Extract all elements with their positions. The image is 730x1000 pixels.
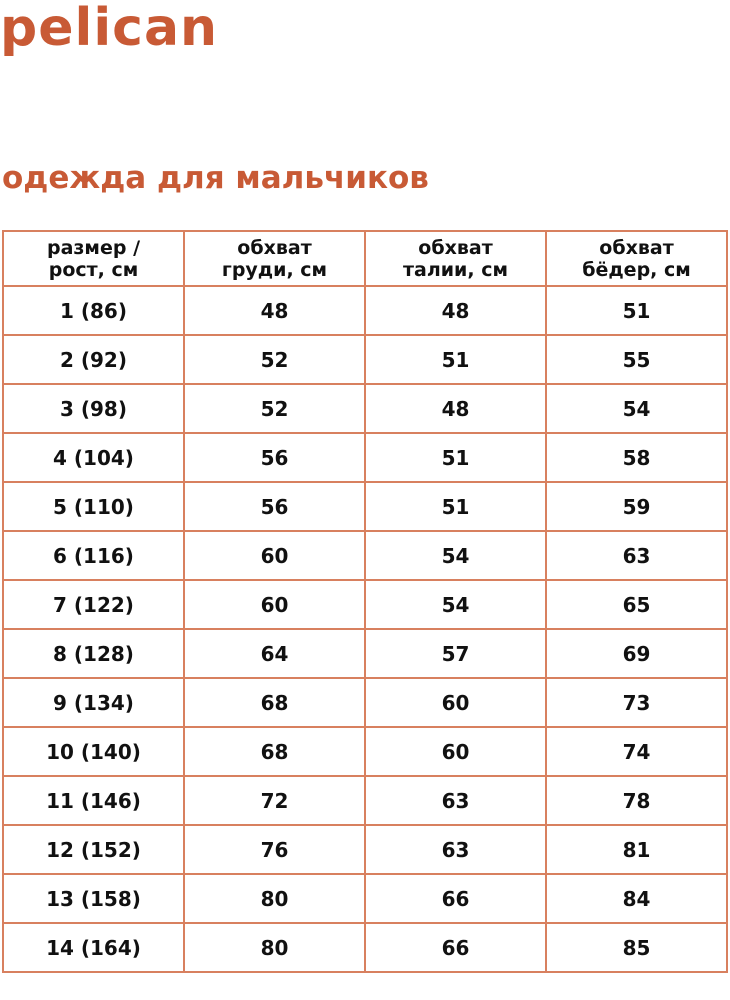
table-row: 8 (128) 64 57 69 — [2, 628, 728, 679]
cell-chest: 48 — [183, 285, 366, 336]
cell-size: 9 (134) — [2, 677, 185, 728]
cell-hips: 81 — [545, 824, 728, 875]
cell-hips: 84 — [545, 873, 728, 924]
header-line: обхват — [418, 236, 493, 259]
table-row: 6 (116) 60 54 63 — [2, 530, 728, 581]
cell-chest: 60 — [183, 579, 366, 630]
table-row: 14 (164) 80 66 85 — [2, 922, 728, 973]
cell-chest: 72 — [183, 775, 366, 826]
cell-hips: 58 — [545, 432, 728, 483]
header-line: обхват — [599, 236, 674, 259]
cell-size: 12 (152) — [2, 824, 185, 875]
table-row: 10 (140) 68 60 74 — [2, 726, 728, 777]
cell-waist: 51 — [364, 432, 547, 483]
cell-size: 8 (128) — [2, 628, 185, 679]
table-row: 2 (92) 52 51 55 — [2, 334, 728, 385]
cell-hips: 55 — [545, 334, 728, 385]
cell-waist: 48 — [364, 285, 547, 336]
table-row: 7 (122) 60 54 65 — [2, 579, 728, 630]
size-chart-table: размер / рост, см обхват груди, см обхват тал… — [2, 230, 728, 973]
cell-waist: 66 — [364, 873, 547, 924]
cell-hips: 59 — [545, 481, 728, 532]
cell-chest: 64 — [183, 628, 366, 679]
header-hips: обхват бёдер, см — [545, 230, 728, 287]
cell-hips: 69 — [545, 628, 728, 679]
table-row: 11 (146) 72 63 78 — [2, 775, 728, 826]
cell-hips: 85 — [545, 922, 728, 973]
cell-hips: 78 — [545, 775, 728, 826]
cell-chest: 52 — [183, 383, 366, 434]
cell-size: 3 (98) — [2, 383, 185, 434]
header-line: бёдер, см — [582, 258, 691, 281]
cell-waist: 48 — [364, 383, 547, 434]
cell-hips: 51 — [545, 285, 728, 336]
cell-chest: 60 — [183, 530, 366, 581]
cell-size: 7 (122) — [2, 579, 185, 630]
cell-size: 10 (140) — [2, 726, 185, 777]
table-row: 5 (110) 56 51 59 — [2, 481, 728, 532]
cell-hips: 74 — [545, 726, 728, 777]
table-row: 1 (86) 48 48 51 — [2, 285, 728, 336]
cell-waist: 51 — [364, 481, 547, 532]
header-line: обхват — [237, 236, 312, 259]
cell-hips: 73 — [545, 677, 728, 728]
cell-chest: 76 — [183, 824, 366, 875]
cell-size: 1 (86) — [2, 285, 185, 336]
cell-size: 11 (146) — [2, 775, 185, 826]
header-chest: обхват груди, см — [183, 230, 366, 287]
header-line: размер / — [46, 236, 141, 259]
cell-waist: 63 — [364, 824, 547, 875]
cell-waist: 54 — [364, 579, 547, 630]
cell-size: 4 (104) — [2, 432, 185, 483]
cell-waist: 54 — [364, 530, 547, 581]
cell-waist: 51 — [364, 334, 547, 385]
table-row: 3 (98) 52 48 54 — [2, 383, 728, 434]
table-row: 9 (134) 68 60 73 — [2, 677, 728, 728]
pelican-logo: pelican — [0, 0, 219, 58]
cell-waist: 66 — [364, 922, 547, 973]
table-row: 13 (158) 80 66 84 — [2, 873, 728, 924]
cell-size: 14 (164) — [2, 922, 185, 973]
cell-chest: 52 — [183, 334, 366, 385]
cell-waist: 60 — [364, 726, 547, 777]
page-title: одежда для мальчиков — [2, 160, 429, 196]
cell-chest: 56 — [183, 432, 366, 483]
cell-size: 5 (110) — [2, 481, 185, 532]
cell-size: 13 (158) — [2, 873, 185, 924]
cell-chest: 68 — [183, 726, 366, 777]
header-line: рост, см — [48, 258, 139, 281]
table-header-row: размер / рост, см обхват груди, см обхват тал… — [2, 230, 728, 287]
cell-hips: 54 — [545, 383, 728, 434]
header-line: талии, см — [402, 258, 508, 281]
cell-hips: 63 — [545, 530, 728, 581]
cell-chest: 80 — [183, 922, 366, 973]
cell-size: 6 (116) — [2, 530, 185, 581]
cell-hips: 65 — [545, 579, 728, 630]
table-row: 12 (152) 76 63 81 — [2, 824, 728, 875]
header-line: груди, см — [221, 258, 328, 281]
cell-size: 2 (92) — [2, 334, 185, 385]
cell-chest: 68 — [183, 677, 366, 728]
cell-chest: 56 — [183, 481, 366, 532]
cell-waist: 60 — [364, 677, 547, 728]
cell-waist: 63 — [364, 775, 547, 826]
header-size-height: размер / рост, см — [2, 230, 185, 287]
cell-waist: 57 — [364, 628, 547, 679]
header-waist: обхват талии, см — [364, 230, 547, 287]
cell-chest: 80 — [183, 873, 366, 924]
table-row: 4 (104) 56 51 58 — [2, 432, 728, 483]
